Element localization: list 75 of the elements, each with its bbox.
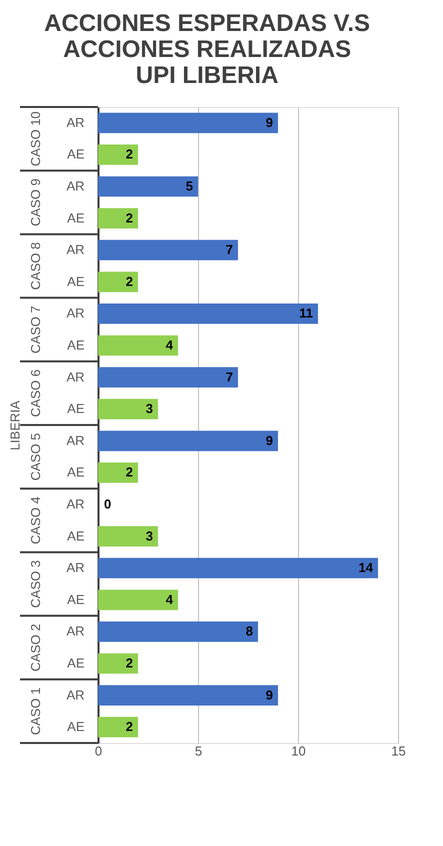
y-tick-label: AR — [66, 624, 84, 639]
chart-title: ACCIONES ESPERADAS V.S ACCIONES REALIZADAS UPI LIBERIA — [44, 10, 370, 89]
text: CASO 1 — [28, 687, 43, 736]
data-label: 11 — [299, 306, 313, 321]
data-label: 3 — [146, 528, 153, 544]
bar — [98, 716, 138, 738]
data-label: 4 — [166, 338, 174, 352]
bar — [98, 112, 278, 134]
bar — [98, 367, 238, 388]
bar — [98, 304, 318, 324]
bar — [98, 176, 198, 197]
data-label: 0 — [104, 496, 112, 512]
bar — [98, 590, 178, 610]
bar — [98, 685, 278, 706]
data-label: 5 — [186, 178, 193, 194]
bar — [98, 462, 138, 483]
data-label: 7 — [226, 242, 233, 258]
data-label: 3 — [146, 401, 153, 416]
text: CASO 8 — [28, 242, 43, 290]
y-tick-label: AR — [66, 687, 84, 702]
y-tick-label: AE — [67, 464, 85, 480]
y-tick-label: AR — [66, 560, 84, 576]
text: CASO 6 — [28, 369, 43, 418]
text: CASO 10 — [28, 111, 43, 166]
x-tick-label: 5 — [194, 744, 202, 758]
text: CASO 9 — [28, 178, 43, 226]
bar — [98, 398, 158, 420]
data-label: 2 — [126, 464, 133, 480]
bar — [98, 144, 138, 165]
text: CASO 2 — [28, 624, 43, 672]
y-tick-label: AE — [67, 656, 85, 670]
y-tick-label: AE — [67, 719, 85, 734]
data-label: 9 — [266, 687, 273, 702]
bar — [98, 430, 278, 452]
text: CASO 3 — [28, 560, 43, 608]
data-label: 2 — [126, 274, 133, 289]
bar — [98, 622, 258, 642]
data-label: 9 — [266, 432, 273, 448]
y-tick-label: AR — [66, 178, 84, 194]
y-tick-label: AE — [67, 274, 85, 289]
y-tick-label: AR — [66, 496, 84, 512]
y-tick-label: AE — [67, 528, 85, 544]
data-label: 14 — [358, 560, 374, 576]
y-tick-label: AE — [67, 401, 85, 416]
y-tick-label: AR — [66, 306, 84, 321]
data-label: 4 — [166, 592, 174, 607]
bar — [98, 335, 178, 356]
bar — [98, 558, 378, 578]
text: CASO 7 — [28, 306, 43, 354]
y-axis-title: LIBERIA — [7, 400, 22, 450]
y-tick-label: AE — [67, 210, 85, 226]
bar — [98, 208, 138, 228]
data-label: 2 — [126, 146, 133, 162]
x-tick-label: 0 — [94, 744, 102, 758]
data-label: 2 — [126, 656, 133, 670]
y-tick-label: AE — [67, 592, 85, 607]
y-tick-label: AR — [66, 369, 84, 384]
y-tick-label: AR — [66, 242, 84, 258]
data-label: 8 — [246, 624, 253, 639]
y-tick-label: AE — [67, 146, 85, 162]
data-label: 7 — [226, 369, 233, 384]
bar — [98, 240, 238, 260]
y-tick-label: AR — [66, 114, 84, 130]
y-tick-label: AE — [67, 338, 85, 352]
bar — [98, 653, 138, 674]
bar — [98, 526, 158, 546]
text: CASO 5 — [28, 432, 43, 481]
data-label: 2 — [126, 210, 133, 226]
data-label: 2 — [126, 719, 133, 734]
bar — [98, 272, 138, 292]
data-label: 9 — [266, 114, 273, 130]
y-tick-label: AR — [66, 432, 84, 448]
x-tick-label: 15 — [391, 744, 406, 758]
text: CASO 4 — [28, 496, 43, 544]
x-tick-label: 10 — [291, 744, 306, 758]
